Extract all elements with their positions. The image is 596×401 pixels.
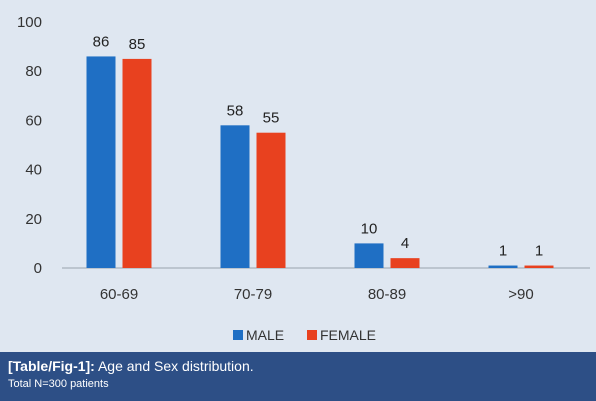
bar-male [488,265,518,268]
y-tick-label: 0 [34,260,42,277]
bar-male [86,56,116,268]
x-tick-label: >90 [508,286,533,303]
data-label: 55 [263,110,280,127]
y-tick-label: 20 [25,211,42,228]
y-tick-label: 60 [25,112,42,129]
y-tick-label: 80 [25,63,42,80]
legend-swatch-male [233,330,243,340]
caption-line: [Table/Fig-1]: Age and Sex distribution. [8,358,588,375]
data-label: 1 [535,243,543,260]
bar-male [220,125,250,268]
data-label: 58 [227,102,244,119]
x-tick-label: 80-89 [368,286,406,303]
legend-label-male: MALE [246,327,284,343]
bar-chart: 0 20 40 60 80 100 86 85 60-69 58 55 70-79 10 4 80-89 1 1… [17,14,590,343]
caption-ref: [Table/Fig-1]: [8,358,95,374]
legend-label-female: FEMALE [320,327,376,343]
bar-female [122,58,152,269]
x-tick-label: 60-69 [100,286,138,303]
data-label: 85 [129,36,146,53]
data-label: 10 [361,220,378,237]
data-label: 86 [93,33,110,50]
caption-note: Total N=300 patients [8,378,109,390]
y-tick-label: 100 [17,14,42,31]
bar-female [390,258,420,268]
bar-male [354,243,384,268]
y-tick-label: 40 [25,162,42,179]
bar-female [524,265,554,268]
data-label: 1 [499,243,507,260]
legend-swatch-female [307,330,317,340]
bar-female [256,132,286,268]
x-tick-label: 70-79 [234,286,272,303]
data-label: 4 [401,235,409,252]
caption-bar: [Table/Fig-1]: Age and Sex distribution.… [0,352,596,401]
caption-title: Age and Sex distribution. [97,358,254,374]
